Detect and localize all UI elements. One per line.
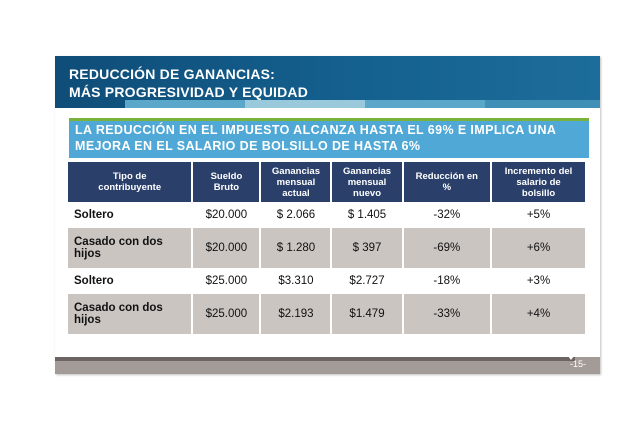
callout-line-2: MEJORA EN EL SALARIO DE BOLSILLO DE HAST… (75, 138, 421, 153)
cell-tipo: Soltero (68, 204, 192, 226)
callout-text: LA REDUCCIÓN EN EL IMPUESTO ALCANZA HAST… (75, 123, 556, 154)
cell-sueldo: $25.000 (191, 294, 260, 334)
column-header-nuevo: Ganancias mensual nuevo (330, 162, 402, 202)
cell-actual: $2.193 (259, 294, 331, 334)
header-text: Tipo de (112, 171, 147, 182)
cell-actual: $3.310 (259, 270, 331, 292)
slide-header: REDUCCIÓN DE GANANCIAS: MÁS PROGRESIVIDA… (55, 56, 600, 108)
cell-incremento: +3% (490, 270, 585, 292)
cell-text: Casado con dos (74, 302, 163, 314)
cell-actual: $ 2.066 (259, 204, 331, 226)
column-header-sueldo: Sueldo Bruto (191, 162, 260, 202)
slide-title-line-2: MÁS PROGRESIVIDAD Y EQUIDAD (69, 84, 309, 100)
cell-sueldo: $25.000 (191, 270, 260, 292)
header-text: Ganancias (342, 165, 392, 177)
header-stripe (125, 100, 245, 108)
cell-actual: $ 1.280 (259, 228, 331, 268)
header-text: Bruto (213, 182, 240, 193)
cell-text: Soltero (74, 275, 114, 287)
cell-incremento: +4% (490, 294, 585, 334)
header-text: mensual (347, 176, 387, 188)
header-stripe (485, 100, 600, 108)
header-text: % (442, 182, 452, 193)
header-stripe (245, 100, 365, 108)
cell-tipo: Casado con dos hijos (68, 228, 192, 268)
slide-title-line-1: REDUCCIÓN DE GANANCIAS: (69, 66, 276, 82)
cell-nuevo: $ 1.405 (330, 204, 402, 226)
cell-tipo: Casado con dos hijos (68, 294, 192, 334)
callout-banner: LA REDUCCIÓN EN EL IMPUESTO ALCANZA HAST… (69, 118, 589, 158)
header-text: mensual (276, 176, 316, 188)
page-number: -15- (570, 359, 587, 369)
header-text: bolsillo (521, 187, 556, 199)
cell-reduccion: -32% (401, 204, 491, 226)
cell-text: Casado con dos (74, 236, 163, 248)
cell-tipo: Soltero (68, 270, 192, 292)
table-row: Soltero $25.000 $3.310 $2.727 -18% +3% (68, 270, 585, 292)
table-row: Casado con dos hijos $25.000 $2.193 $1.4… (68, 294, 585, 334)
slide: REDUCCIÓN DE GANANCIAS: MÁS PROGRESIVIDA… (55, 56, 600, 374)
header-text: salario de (516, 176, 561, 188)
header-stripe (365, 100, 485, 108)
column-header-incremento: Incremento del salario de bolsillo (490, 162, 585, 202)
cell-sueldo: $20.000 (191, 204, 260, 226)
cell-nuevo: $2.727 (330, 270, 402, 292)
cell-text: hijos (74, 314, 101, 326)
cell-incremento: +6% (490, 228, 585, 268)
cell-sueldo: $20.000 (191, 228, 260, 268)
cell-incremento: +5% (490, 204, 585, 226)
column-header-actual: Ganancias mensual actual (259, 162, 331, 202)
cell-text: hijos (74, 248, 101, 260)
header-text: Reducción en (415, 171, 478, 182)
header-text: actual (282, 187, 310, 199)
cell-reduccion: -69% (401, 228, 491, 268)
cell-reduccion: -33% (401, 294, 491, 334)
header-text: nuevo (353, 187, 381, 199)
header-text: Sueldo (210, 171, 243, 182)
slide-title: REDUCCIÓN DE GANANCIAS: MÁS PROGRESIVIDA… (69, 65, 308, 101)
contributor-table: Tipo de contribuyente Sueldo Bruto Ganan… (68, 160, 585, 336)
cell-reduccion: -18% (401, 270, 491, 292)
header-text: Ganancias (271, 165, 320, 177)
slide-footer (55, 357, 600, 374)
column-header-tipo: Tipo de contribuyente (68, 162, 192, 202)
cell-nuevo: $ 397 (330, 228, 402, 268)
footer-accent-bar (55, 357, 575, 361)
table-header-row: Tipo de contribuyente Sueldo Bruto Ganan… (68, 162, 585, 202)
table-row: Casado con dos hijos $20.000 $ 1.280 $ 3… (68, 228, 585, 268)
cell-text: Soltero (74, 209, 114, 221)
triangle-marker-icon (565, 352, 577, 360)
callout-line-1: LA REDUCCIÓN EN EL IMPUESTO ALCANZA HAST… (75, 123, 557, 137)
header-text: contribuyente (98, 182, 162, 193)
cell-nuevo: $1.479 (330, 294, 402, 334)
column-header-reduccion: Reducción en % (401, 162, 491, 202)
header-text: Incremento del (504, 165, 573, 177)
table-row: Soltero $20.000 $ 2.066 $ 1.405 -32% +5% (68, 204, 585, 226)
